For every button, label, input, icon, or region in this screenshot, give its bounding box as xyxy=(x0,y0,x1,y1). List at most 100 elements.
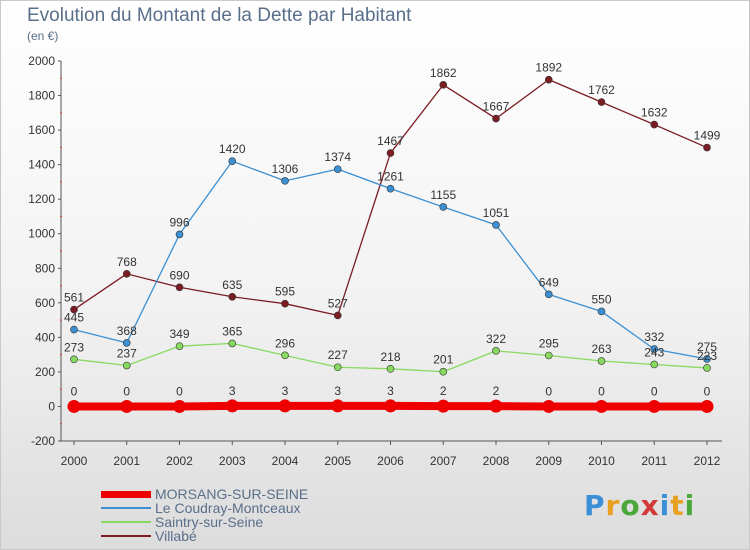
data-point xyxy=(597,357,606,365)
data-point xyxy=(542,399,556,413)
data-label: 0 xyxy=(176,384,183,398)
data-point xyxy=(386,364,395,373)
legend-swatch xyxy=(101,521,151,523)
y-tick-label: 1200 xyxy=(28,192,55,206)
x-tick-label: 2008 xyxy=(483,454,510,468)
data-point xyxy=(703,143,711,152)
data-point xyxy=(281,177,289,185)
data-label: 527 xyxy=(328,296,348,310)
data-label: 218 xyxy=(380,350,400,364)
data-point xyxy=(703,355,711,363)
x-tick-label: 2003 xyxy=(219,454,246,468)
data-label: 3 xyxy=(334,384,341,398)
data-label: 295 xyxy=(539,337,559,351)
y-tick-label: 200 xyxy=(35,365,55,379)
data-point xyxy=(386,149,395,157)
data-label: 243 xyxy=(644,345,664,359)
data-label: 3 xyxy=(229,384,236,398)
data-point xyxy=(122,361,131,370)
data-point xyxy=(544,75,553,84)
data-label: 445 xyxy=(64,311,84,325)
y-tick-label: 800 xyxy=(35,261,55,275)
legend-swatch xyxy=(101,507,151,509)
proxiti-logo: Proxiti xyxy=(584,489,695,522)
data-point xyxy=(597,307,606,316)
data-point xyxy=(122,269,131,278)
data-point xyxy=(228,339,237,348)
x-tick-label: 2002 xyxy=(166,454,193,468)
data-point xyxy=(331,399,345,413)
y-tick-label: 1400 xyxy=(28,158,55,172)
data-point xyxy=(67,399,81,413)
data-label: 2 xyxy=(493,384,500,398)
data-label: 1467 xyxy=(377,134,404,148)
data-point xyxy=(492,114,500,123)
data-point xyxy=(333,363,342,372)
legend: MORSANG-SUR-SEINE Le Coudray-Montceaux S… xyxy=(101,487,308,543)
x-tick-label: 2001 xyxy=(113,454,140,468)
data-label: 322 xyxy=(486,332,506,346)
data-label: 1261 xyxy=(377,170,404,184)
data-point xyxy=(700,399,714,413)
data-point xyxy=(703,364,711,372)
x-tick-label: 2004 xyxy=(272,454,299,468)
x-tick-label: 2006 xyxy=(377,454,404,468)
y-tick-label: 1000 xyxy=(28,227,55,241)
data-point xyxy=(439,203,448,211)
x-tick-label: 2000 xyxy=(61,454,88,468)
data-label: 0 xyxy=(123,384,130,398)
data-point xyxy=(281,351,289,360)
data-label: 561 xyxy=(64,291,84,305)
data-point xyxy=(647,399,661,413)
data-point xyxy=(544,351,553,360)
data-point xyxy=(595,399,608,413)
legend-item: MORSANG-SUR-SEINE xyxy=(101,487,308,501)
data-label: 690 xyxy=(169,268,189,282)
logo-letter: i xyxy=(659,489,671,522)
data-label: 263 xyxy=(591,342,611,356)
data-label: 649 xyxy=(539,275,559,289)
logo-letter: r xyxy=(605,489,621,522)
data-label: 0 xyxy=(704,384,711,398)
data-label: 223 xyxy=(697,349,717,363)
data-point xyxy=(492,221,500,229)
data-label: 635 xyxy=(222,278,242,292)
data-point xyxy=(70,355,78,364)
data-point xyxy=(436,399,450,413)
data-point xyxy=(650,345,659,353)
data-point xyxy=(228,157,237,165)
data-label: 550 xyxy=(591,292,611,306)
chart-subtitle: (en €) xyxy=(27,29,59,43)
data-point xyxy=(120,399,134,413)
data-label: 0 xyxy=(545,384,552,398)
data-point xyxy=(281,299,289,308)
data-label: 595 xyxy=(275,285,295,299)
data-point xyxy=(278,399,292,413)
x-tick-label: 2007 xyxy=(430,454,457,468)
data-label: 275 xyxy=(697,340,717,354)
data-point xyxy=(333,311,342,320)
legend-label: Saintry-sur-Seine xyxy=(155,514,264,530)
y-tick-label: 1800 xyxy=(28,89,55,103)
data-label: 1862 xyxy=(430,66,457,80)
data-point xyxy=(173,399,186,413)
data-point xyxy=(439,367,448,376)
data-label: 296 xyxy=(275,336,295,350)
logo-letter: t xyxy=(670,489,685,522)
data-label: 368 xyxy=(117,324,137,338)
legend-label: MORSANG-SUR-SEINE xyxy=(155,486,309,502)
legend-item: Le Coudray-Montceaux xyxy=(101,501,308,515)
data-label: 237 xyxy=(117,347,137,361)
y-tick-label: -200 xyxy=(31,434,55,448)
y-tick-label: 400 xyxy=(35,330,55,344)
data-label: 3 xyxy=(282,384,289,398)
data-label: 1892 xyxy=(535,61,562,75)
data-point xyxy=(386,184,395,193)
data-point xyxy=(70,325,78,334)
data-label: 1051 xyxy=(483,206,510,220)
data-label: 1667 xyxy=(483,100,510,114)
data-label: 273 xyxy=(64,340,84,354)
chart-title: Evolution du Montant de la Dette par Hab… xyxy=(27,5,412,26)
legend-swatch xyxy=(101,535,151,537)
x-tick-label: 2010 xyxy=(588,454,615,468)
